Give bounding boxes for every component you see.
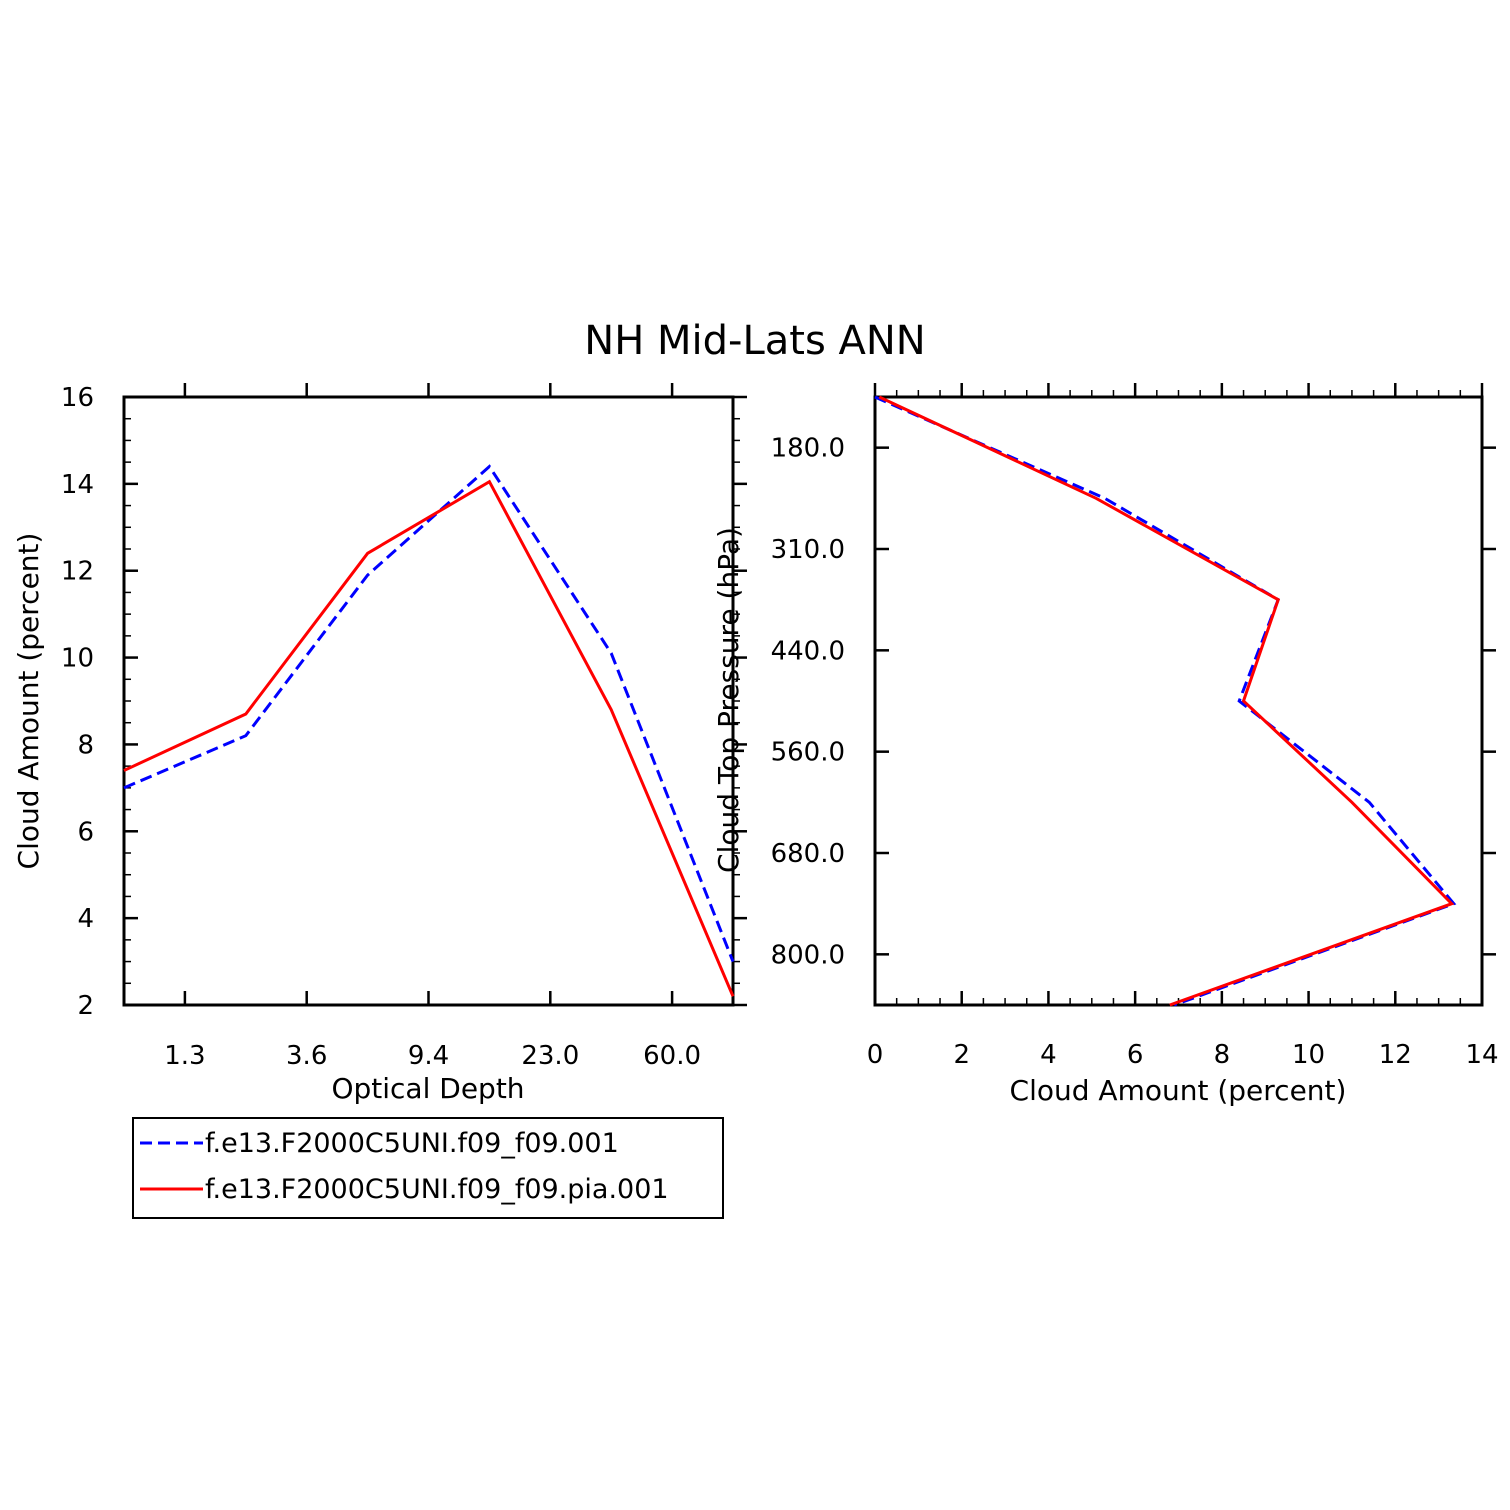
left-series-line-1 xyxy=(123,464,735,963)
right-chart: 0 2 4 6 8 10 12 14 180.0 310.0 440.0 560.0 680.0 800.… xyxy=(712,383,1499,1107)
left-x-tick-label: 3.6 xyxy=(286,1041,327,1071)
right-y-tick-label: 560.0 xyxy=(771,738,845,768)
left-chart: 1.3 3.6 9.4 23.0 60.0 2 4 6 8 10 12 14 16 Optical De… xyxy=(12,383,747,1105)
right-x-tick-label: 2 xyxy=(953,1040,970,1070)
left-y-tick-label: 12 xyxy=(61,557,94,587)
right-x-tick-label: 6 xyxy=(1127,1040,1144,1070)
left-x-tick-label: 60.0 xyxy=(643,1041,701,1071)
left-series xyxy=(123,464,735,997)
legend-label-series2: f.e13.F2000C5UNI.f09_f09.pia.001 xyxy=(205,1174,669,1205)
right-plot-frame xyxy=(873,395,1484,1007)
left-y-tick-label: 8 xyxy=(77,730,94,760)
right-x-tick-label: 12 xyxy=(1379,1040,1412,1070)
right-y-tick-label: 680.0 xyxy=(771,839,845,869)
right-y-tick-label: 440.0 xyxy=(771,636,845,666)
right-x-tick-label: 4 xyxy=(1040,1040,1057,1070)
left-y-tick-label: 10 xyxy=(61,644,94,674)
right-ticks xyxy=(873,383,1496,1005)
right-series-line-2 xyxy=(878,395,1455,1007)
right-x-axis-title: Cloud Amount (percent) xyxy=(1010,1074,1347,1107)
left-tick-labels: 1.3 3.6 9.4 23.0 60.0 2 4 6 8 10 12 14 16 xyxy=(61,383,701,1071)
left-x-axis-title: Optical Depth xyxy=(331,1072,524,1105)
left-ticks xyxy=(124,383,747,1007)
legend: f.e13.F2000C5UNI.f09_f09.001 f.e13.F2000… xyxy=(132,1117,724,1219)
left-x-tick-label: 1.3 xyxy=(164,1041,205,1071)
left-y-tick-label: 4 xyxy=(77,904,94,934)
left-y-tick-label: 6 xyxy=(77,817,94,847)
legend-box xyxy=(132,1117,724,1219)
left-plot-frame xyxy=(122,395,735,1007)
right-y-tick-label: 800.0 xyxy=(771,940,845,970)
right-tick-labels: 0 2 4 6 8 10 12 14 180.0 310.0 440.0 560.0 680.0 800.… xyxy=(771,434,1499,1070)
left-y-axis-title: Cloud Amount (percent) xyxy=(12,533,45,870)
right-y-tick-label: 180.0 xyxy=(771,434,845,464)
left-x-tick-label: 9.4 xyxy=(408,1041,449,1071)
left-y-tick-label: 14 xyxy=(61,470,94,500)
right-y-axis-title: Cloud Top Pressure (hPa) xyxy=(712,527,745,873)
left-x-tick-label: 23.0 xyxy=(521,1041,579,1071)
right-series xyxy=(874,395,1457,1007)
legend-label-series1: f.e13.F2000C5UNI.f09_f09.001 xyxy=(205,1128,619,1159)
right-x-tick-label: 14 xyxy=(1465,1040,1498,1070)
right-y-tick-label: 310.0 xyxy=(771,535,845,565)
right-x-tick-label: 8 xyxy=(1214,1040,1231,1070)
left-y-tick-label: 2 xyxy=(77,991,94,1021)
right-x-tick-label: 10 xyxy=(1292,1040,1325,1070)
right-series-line-1 xyxy=(874,395,1457,1007)
left-series-line-2 xyxy=(123,479,735,997)
left-y-tick-label: 16 xyxy=(61,383,94,413)
figure-title: NH Mid-Lats ANN xyxy=(584,318,925,364)
right-x-tick-label: 0 xyxy=(867,1040,884,1070)
